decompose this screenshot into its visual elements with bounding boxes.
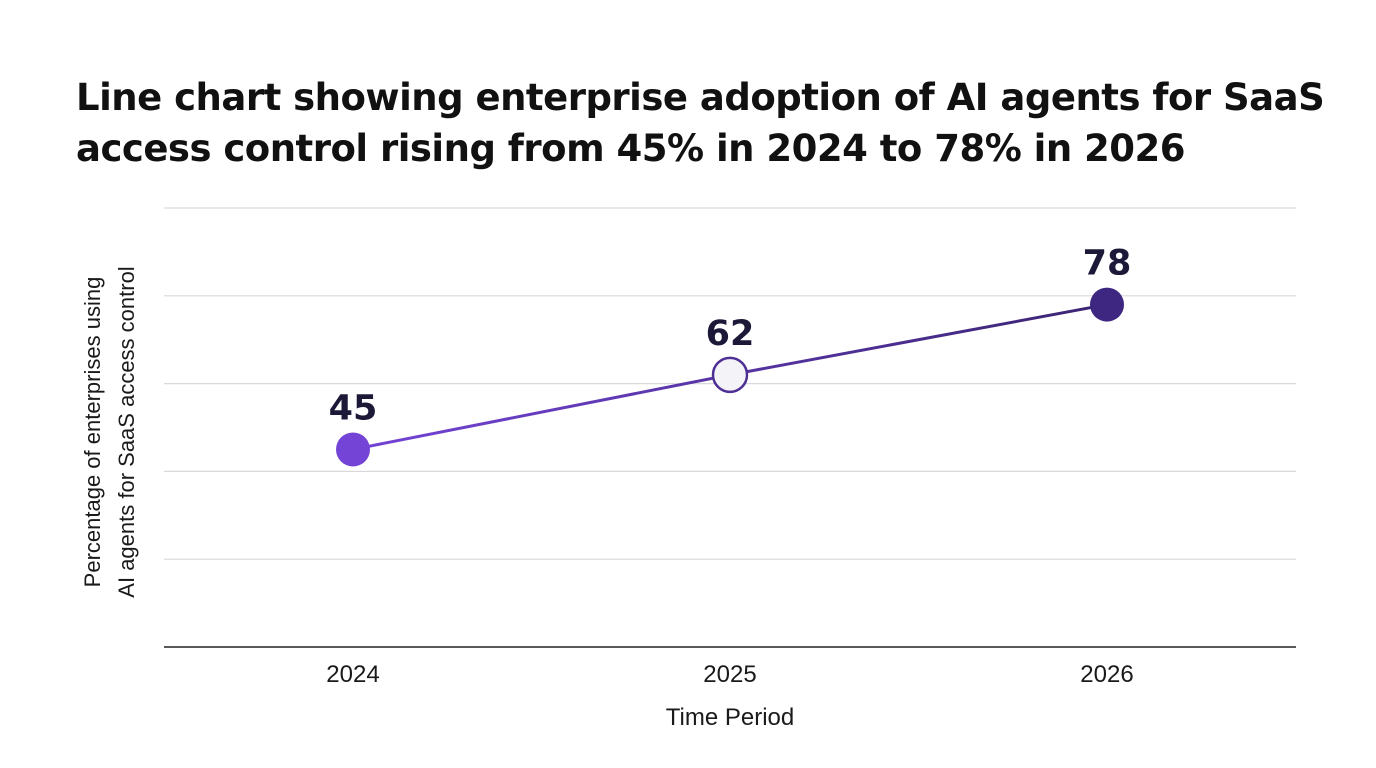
x-axis-label: Time Period [665, 704, 795, 731]
data-label-2025: 62 [706, 314, 755, 354]
x-tick-labels: 2024 2025 2026 [326, 661, 1133, 688]
chart-title: Line chart showing enterprise adoption o… [76, 72, 1336, 174]
data-point-2025 [711, 356, 749, 394]
y-axis-label-line-1: Percentage of enterprises using [80, 276, 105, 588]
chart-title-line-1: Line chart showing enterprise adoption o… [76, 76, 1325, 119]
x-tick-2026: 2026 [1080, 661, 1133, 688]
y-axis-label: Percentage of enterprises using AI agent… [76, 172, 144, 692]
data-point-2024 [336, 432, 370, 467]
data-label-2024: 45 [329, 388, 378, 428]
y-axis-label-line-2: AI agents for SaaS access control [114, 266, 139, 598]
data-labels: 45 62 78 [329, 244, 1132, 429]
x-tick-2025: 2025 [703, 661, 756, 688]
data-point-2026 [1090, 287, 1124, 322]
x-tick-2024: 2024 [326, 661, 379, 688]
chart-title-line-2: access control rising from 45% in 2024 t… [76, 127, 1186, 170]
data-label-2026: 78 [1083, 244, 1132, 284]
data-points [336, 287, 1124, 467]
